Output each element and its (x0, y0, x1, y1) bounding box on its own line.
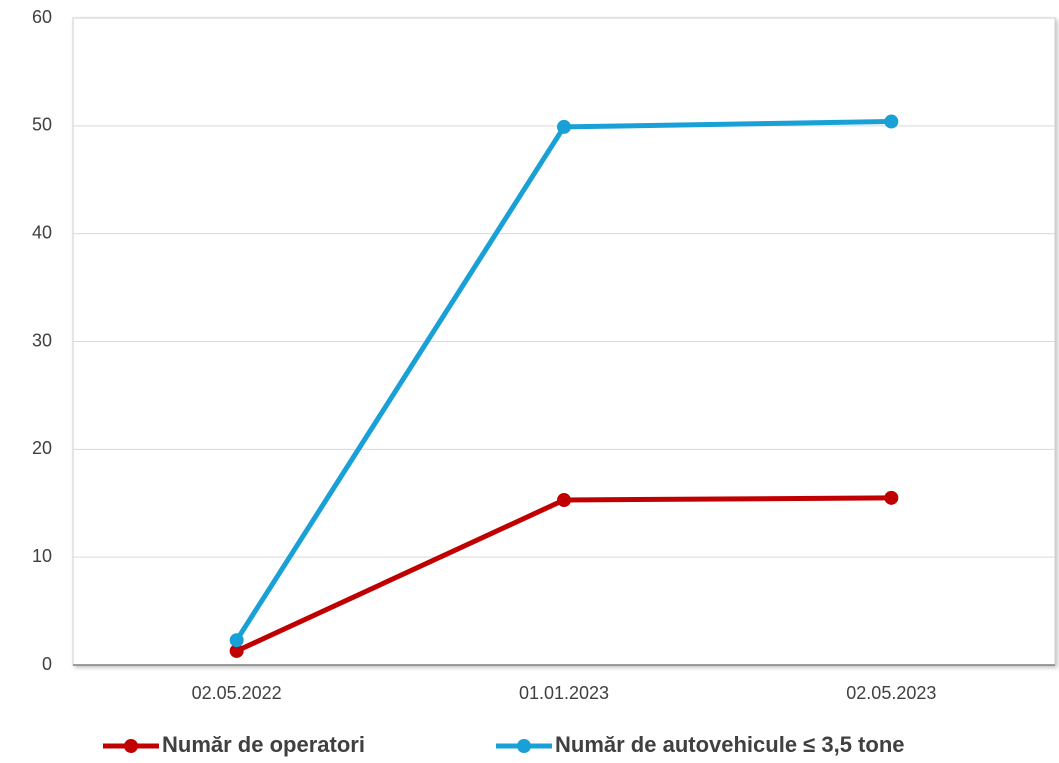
y-tick-label: 20 (32, 438, 52, 458)
legend-label: Număr de operatori (162, 732, 365, 757)
x-tick-label: 02.05.2023 (846, 683, 936, 703)
legend-marker (517, 739, 531, 753)
y-tick-label: 0 (42, 654, 52, 674)
y-tick-label: 40 (32, 222, 52, 242)
x-tick-label: 01.01.2023 (519, 683, 609, 703)
point (557, 493, 571, 508)
point (229, 633, 244, 648)
y-tick-label: 60 (32, 7, 52, 27)
point (229, 643, 244, 658)
y-tick-label: 10 (32, 546, 52, 566)
y-tick-label: 50 (32, 115, 52, 135)
point (557, 119, 571, 134)
legend-label: Număr de autovehicule ≤ 3,5 tone (555, 732, 905, 757)
point (884, 490, 899, 505)
legend-marker (124, 739, 138, 753)
y-tick-label: 30 (32, 330, 52, 350)
point (884, 114, 899, 129)
x-tick-label: 02.05.2022 (192, 683, 282, 703)
